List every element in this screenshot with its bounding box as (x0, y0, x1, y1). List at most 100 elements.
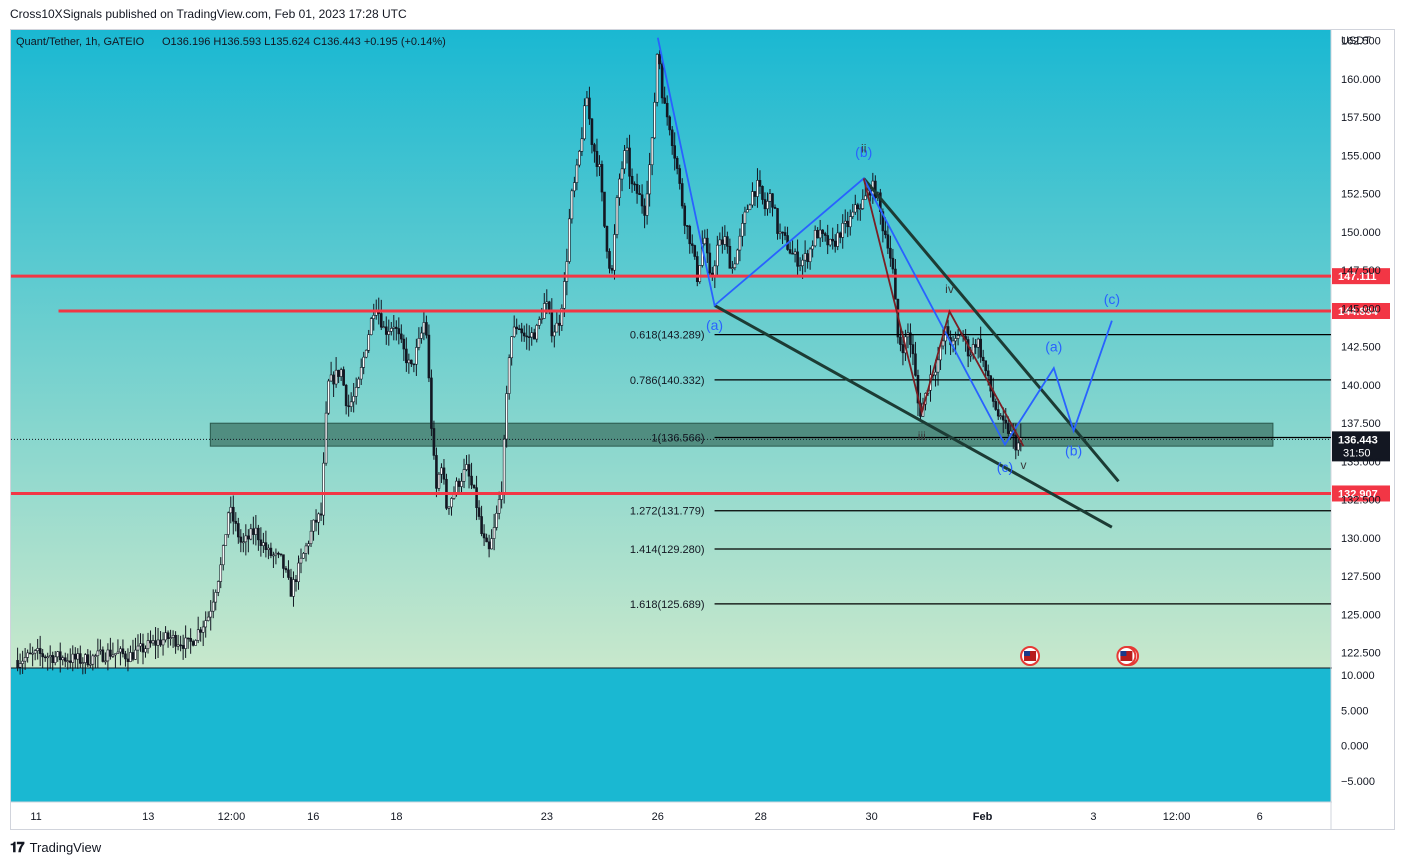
candle-body (194, 640, 197, 646)
trendline[interactable] (713, 304, 1113, 529)
candle (337, 369, 340, 384)
candle-body (828, 238, 832, 246)
candle-body (487, 541, 491, 550)
candle-body (94, 655, 97, 657)
oscillator-tick-label: −5.000 (1341, 776, 1375, 788)
countdown-label: 31:50 (1343, 447, 1371, 459)
candle (81, 657, 85, 675)
candle-body (615, 197, 619, 235)
candle-body (698, 265, 702, 282)
elliott-wave-maroon[interactable] (862, 178, 1025, 447)
candle-body (575, 164, 579, 183)
candle-body (969, 354, 972, 357)
candle-body (141, 643, 145, 653)
candle-body (761, 186, 764, 200)
candle-body (766, 200, 769, 210)
candle-body (186, 637, 190, 640)
candle-body (590, 118, 594, 145)
candle (274, 548, 278, 565)
candle (796, 239, 799, 275)
candle (889, 235, 892, 267)
candle-body (84, 654, 87, 663)
candle (826, 224, 829, 255)
candle (79, 645, 82, 669)
candle-body (196, 629, 200, 641)
candle (836, 223, 840, 251)
candle-body (199, 629, 202, 633)
candle (487, 534, 491, 558)
candle-body (407, 359, 411, 364)
candle-body (337, 369, 340, 377)
candle (495, 505, 498, 531)
candle (522, 325, 526, 342)
candle-body (668, 116, 671, 131)
candle (322, 452, 325, 526)
support-zone[interactable] (209, 422, 1274, 447)
wave-label: (b) (1065, 442, 1082, 458)
candle-body (412, 363, 416, 366)
candle (467, 454, 471, 489)
candle-body (249, 528, 253, 540)
candle-body (26, 652, 29, 658)
candle-body (826, 235, 829, 246)
candle-body (979, 338, 982, 358)
chart-frame (10, 29, 1395, 830)
candle-body (537, 319, 541, 326)
candle-body (309, 530, 313, 544)
candle (492, 513, 496, 551)
candle (146, 632, 150, 654)
candle (678, 164, 682, 190)
candle-body (472, 484, 476, 488)
candle-body (38, 648, 42, 654)
candle (359, 358, 363, 386)
candle-body (600, 164, 604, 193)
candle-body (532, 332, 536, 340)
candle-body (956, 335, 960, 339)
us-flag-event-icon[interactable] (1020, 646, 1041, 666)
candle (264, 530, 268, 558)
candle-body (793, 251, 797, 255)
legend-symbol: Quant/Tether, 1h, GATEIO (16, 36, 145, 48)
price-tick-label: 135.000 (1341, 456, 1381, 468)
candle-body (655, 54, 659, 103)
price-tick-label: 147.500 (1341, 265, 1381, 277)
candle (668, 115, 671, 136)
candle-body (389, 328, 393, 332)
candle (560, 304, 564, 331)
candle-body (189, 638, 192, 642)
candle (387, 319, 391, 346)
candle-body (247, 535, 250, 540)
candle (517, 324, 521, 331)
candle (588, 86, 591, 125)
candle-body (134, 649, 137, 660)
candle-body (362, 356, 366, 368)
trendline[interactable] (862, 177, 1120, 483)
candle-body (114, 653, 117, 656)
candle (425, 315, 428, 339)
candle (553, 324, 556, 348)
candle (583, 98, 586, 141)
time-tick-label: 12:00 (1163, 811, 1191, 823)
candle (430, 369, 433, 437)
time-tick-label: 6 (1257, 811, 1263, 823)
candle-body (683, 205, 687, 226)
candle (813, 225, 817, 248)
candle (332, 371, 335, 398)
candle (181, 634, 185, 660)
candle (349, 392, 353, 412)
us-flag-event-icon[interactable] (1116, 646, 1137, 666)
candle (417, 327, 421, 351)
candle (914, 341, 917, 377)
candle-body (226, 512, 230, 535)
candle (515, 318, 518, 335)
candle-body (613, 234, 616, 271)
candle (733, 257, 737, 271)
candle (226, 511, 230, 538)
candle-body (437, 473, 441, 489)
elliott-wave-blue[interactable] (656, 37, 1113, 447)
candle-body (608, 251, 611, 269)
candle (505, 385, 508, 448)
candle-body (783, 232, 787, 236)
candle (603, 191, 606, 228)
